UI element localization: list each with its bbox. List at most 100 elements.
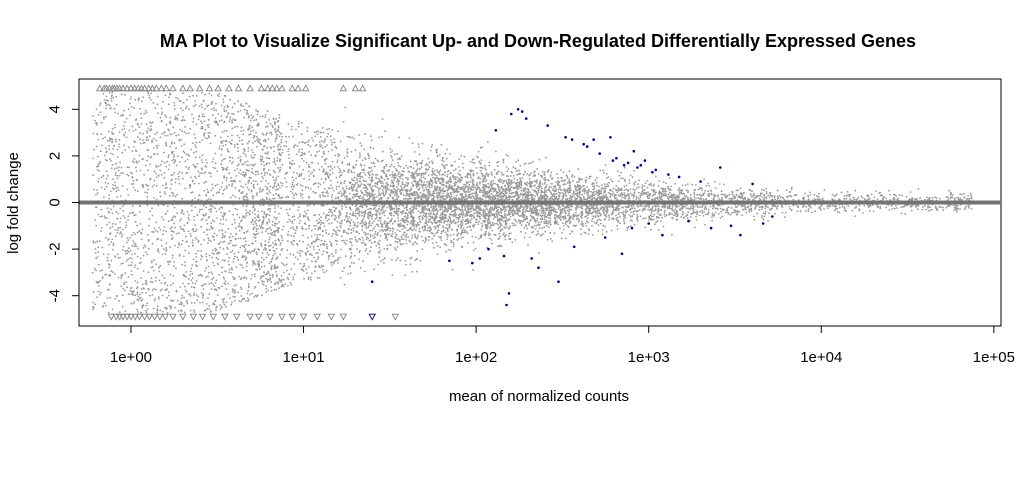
- non-significant-point: [415, 242, 418, 245]
- non-significant-point: [108, 194, 111, 197]
- non-significant-point: [169, 187, 172, 190]
- non-significant-point: [156, 95, 159, 98]
- non-significant-point: [248, 250, 251, 253]
- non-significant-point: [537, 191, 540, 194]
- non-significant-point: [804, 210, 807, 212]
- non-significant-point: [577, 168, 580, 171]
- non-significant-point: [292, 243, 295, 246]
- non-significant-point: [255, 219, 258, 222]
- non-significant-point: [195, 252, 198, 255]
- non-significant-point: [436, 196, 438, 198]
- non-significant-point: [600, 192, 602, 195]
- non-significant-point: [172, 154, 175, 156]
- non-significant-point: [452, 204, 455, 207]
- non-significant-point: [167, 128, 170, 131]
- non-significant-point: [451, 188, 454, 191]
- non-significant-point: [116, 229, 119, 232]
- non-significant-point: [567, 214, 569, 217]
- non-significant-point: [339, 213, 342, 216]
- non-significant-point: [207, 242, 209, 245]
- non-significant-point: [367, 237, 370, 240]
- non-significant-point: [231, 276, 234, 278]
- non-significant-point: [321, 234, 324, 237]
- non-significant-point: [108, 266, 110, 269]
- non-significant-point: [447, 248, 450, 251]
- non-significant-point: [225, 288, 228, 290]
- non-significant-point: [122, 210, 125, 212]
- non-significant-point: [362, 260, 365, 263]
- non-significant-point: [501, 179, 503, 182]
- non-significant-point: [436, 245, 439, 247]
- non-significant-point: [397, 184, 400, 186]
- non-significant-point: [650, 228, 652, 231]
- non-significant-point: [200, 243, 202, 246]
- non-significant-point: [292, 254, 295, 256]
- non-significant-point: [480, 222, 483, 225]
- non-significant-point: [202, 297, 204, 299]
- non-significant-point: [386, 233, 388, 236]
- non-significant-point: [316, 277, 319, 279]
- non-significant-point: [270, 286, 273, 289]
- non-significant-point: [776, 207, 778, 210]
- non-significant-point: [215, 210, 218, 213]
- non-significant-point: [330, 253, 333, 255]
- non-significant-point: [234, 195, 237, 198]
- non-significant-point: [125, 260, 128, 262]
- non-significant-point: [416, 237, 418, 240]
- non-significant-point: [524, 191, 527, 194]
- non-significant-point: [159, 136, 162, 139]
- non-significant-point: [368, 166, 370, 169]
- non-significant-point: [181, 197, 184, 200]
- non-significant-point: [218, 273, 221, 276]
- non-significant-point: [689, 207, 692, 210]
- non-significant-point: [150, 92, 153, 95]
- non-significant-point: [809, 194, 812, 196]
- non-significant-point: [94, 252, 97, 254]
- non-significant-point: [323, 181, 325, 184]
- non-significant-point: [270, 290, 273, 292]
- non-significant-point: [621, 197, 624, 199]
- non-significant-point: [200, 292, 203, 294]
- non-significant-point: [238, 139, 241, 142]
- non-significant-point: [162, 204, 165, 207]
- non-significant-point: [512, 191, 515, 194]
- non-significant-point: [324, 162, 327, 165]
- non-significant-point: [492, 224, 495, 227]
- non-significant-point: [389, 227, 391, 230]
- non-significant-point: [251, 197, 254, 200]
- non-significant-point: [586, 217, 589, 220]
- non-significant-point: [336, 220, 339, 223]
- non-significant-point: [204, 269, 207, 272]
- non-significant-point: [387, 217, 389, 220]
- non-significant-point: [169, 145, 172, 148]
- non-significant-point: [665, 214, 668, 217]
- non-significant-point: [403, 167, 405, 170]
- non-significant-point: [336, 240, 338, 243]
- non-significant-point: [233, 258, 235, 260]
- non-significant-point: [322, 250, 325, 253]
- non-significant-point: [539, 223, 541, 226]
- non-significant-point: [239, 169, 242, 172]
- non-significant-point: [383, 228, 386, 231]
- non-significant-point: [377, 194, 380, 197]
- non-significant-point: [426, 223, 429, 226]
- non-significant-point: [347, 218, 349, 220]
- non-significant-point: [623, 178, 626, 181]
- non-significant-point: [217, 123, 219, 125]
- non-significant-point: [150, 125, 152, 128]
- non-significant-point: [119, 256, 121, 259]
- non-significant-point: [408, 195, 411, 198]
- non-significant-point: [393, 179, 396, 181]
- non-significant-point: [921, 208, 924, 211]
- non-significant-point: [155, 166, 158, 169]
- non-significant-point: [652, 218, 655, 221]
- non-significant-point: [188, 218, 191, 221]
- non-significant-point: [275, 179, 278, 181]
- non-significant-point: [761, 208, 763, 211]
- non-significant-point: [305, 212, 308, 215]
- non-significant-point: [549, 219, 551, 222]
- non-significant-point: [381, 206, 383, 209]
- non-significant-point: [238, 189, 241, 192]
- non-significant-point: [356, 173, 359, 176]
- non-significant-point: [431, 186, 433, 188]
